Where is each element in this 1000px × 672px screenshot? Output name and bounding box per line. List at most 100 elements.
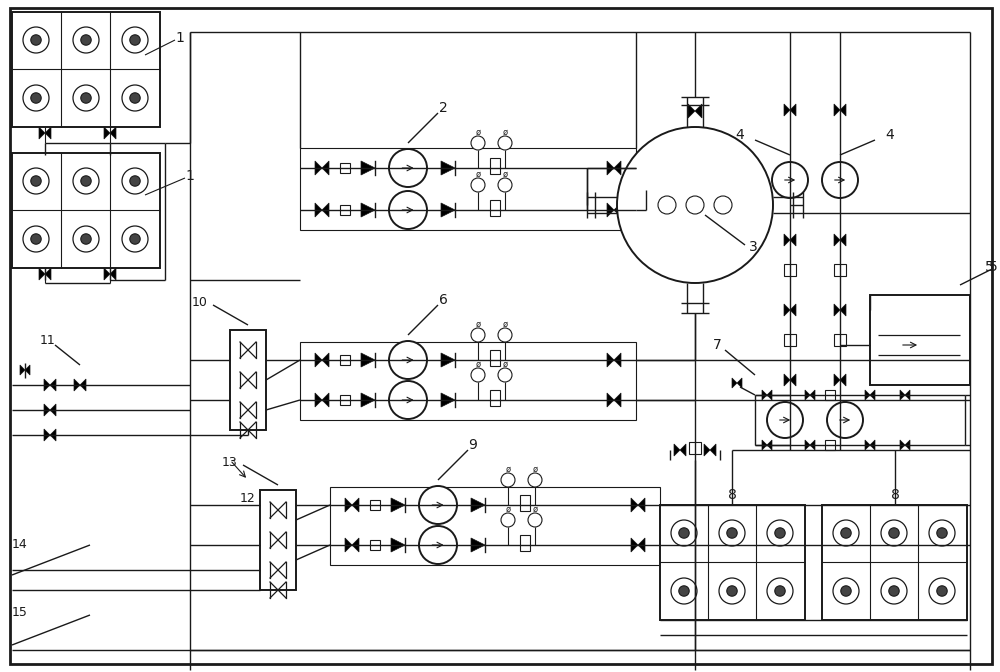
Text: ø: ø: [532, 505, 538, 513]
Bar: [834, 264, 846, 276]
Text: ø: ø: [532, 464, 538, 474]
Circle shape: [23, 27, 49, 53]
Polygon shape: [638, 538, 645, 552]
Bar: [340, 205, 350, 215]
Circle shape: [81, 35, 91, 45]
Circle shape: [929, 520, 955, 546]
Text: 8: 8: [891, 488, 899, 502]
Circle shape: [122, 168, 148, 194]
Polygon shape: [865, 390, 870, 400]
Polygon shape: [762, 440, 767, 450]
Circle shape: [498, 368, 512, 382]
Text: 15: 15: [12, 605, 28, 618]
Circle shape: [498, 178, 512, 192]
Circle shape: [130, 234, 140, 244]
Circle shape: [881, 578, 907, 604]
Polygon shape: [767, 440, 772, 450]
Circle shape: [498, 136, 512, 150]
Polygon shape: [607, 203, 614, 217]
Polygon shape: [110, 268, 116, 280]
Circle shape: [471, 178, 485, 192]
Polygon shape: [870, 440, 875, 450]
Polygon shape: [315, 353, 322, 367]
Circle shape: [889, 528, 899, 538]
Circle shape: [31, 234, 41, 244]
Bar: [260, 490, 296, 590]
Circle shape: [937, 528, 947, 538]
Text: 1: 1: [186, 169, 194, 183]
Circle shape: [841, 586, 851, 596]
Text: ø: ø: [502, 169, 508, 179]
Circle shape: [679, 586, 689, 596]
Polygon shape: [25, 365, 30, 375]
Circle shape: [617, 127, 773, 283]
Bar: [784, 264, 796, 276]
Polygon shape: [805, 440, 810, 450]
Bar: [822, 505, 967, 620]
Polygon shape: [695, 104, 702, 118]
Polygon shape: [104, 268, 110, 280]
Text: ø: ø: [475, 360, 481, 368]
Bar: [834, 334, 846, 346]
Polygon shape: [900, 440, 905, 450]
Polygon shape: [767, 390, 772, 400]
Polygon shape: [737, 378, 742, 388]
Circle shape: [122, 27, 148, 53]
Circle shape: [686, 196, 704, 214]
Polygon shape: [361, 203, 375, 217]
Circle shape: [122, 226, 148, 252]
Circle shape: [389, 191, 427, 229]
Circle shape: [727, 528, 737, 538]
Polygon shape: [471, 498, 485, 512]
Polygon shape: [607, 161, 614, 175]
Circle shape: [833, 520, 859, 546]
Bar: [340, 355, 350, 365]
Bar: [300, 148, 636, 230]
Circle shape: [767, 402, 803, 438]
Polygon shape: [44, 379, 50, 391]
Bar: [520, 495, 530, 511]
Polygon shape: [732, 378, 737, 388]
Polygon shape: [45, 127, 51, 139]
Polygon shape: [790, 234, 796, 246]
Polygon shape: [810, 390, 815, 400]
Polygon shape: [614, 393, 621, 407]
Circle shape: [833, 578, 859, 604]
Bar: [870, 295, 970, 385]
Text: 11: 11: [40, 333, 56, 347]
Polygon shape: [110, 127, 116, 139]
Circle shape: [23, 168, 49, 194]
Polygon shape: [688, 104, 695, 118]
Circle shape: [498, 328, 512, 342]
Circle shape: [81, 93, 91, 103]
Bar: [490, 158, 500, 174]
Bar: [12, 12, 160, 127]
Polygon shape: [790, 104, 796, 116]
Polygon shape: [762, 390, 767, 400]
Polygon shape: [607, 353, 614, 367]
Circle shape: [130, 35, 140, 45]
Text: ø: ø: [475, 169, 481, 179]
Text: 2: 2: [439, 101, 447, 115]
Bar: [340, 163, 350, 173]
Bar: [12, 153, 160, 268]
Circle shape: [31, 35, 41, 45]
Circle shape: [81, 234, 91, 244]
Bar: [689, 442, 701, 454]
Circle shape: [419, 526, 457, 564]
Text: 3: 3: [749, 240, 757, 254]
Polygon shape: [44, 404, 50, 416]
Circle shape: [767, 520, 793, 546]
Polygon shape: [840, 304, 846, 316]
Bar: [520, 535, 530, 551]
Polygon shape: [790, 374, 796, 386]
Text: 9: 9: [469, 438, 477, 452]
Circle shape: [31, 176, 41, 186]
Circle shape: [471, 328, 485, 342]
Text: ø: ø: [505, 505, 511, 513]
Circle shape: [772, 162, 808, 198]
Circle shape: [881, 520, 907, 546]
Bar: [784, 334, 796, 346]
Polygon shape: [361, 161, 375, 175]
Polygon shape: [391, 538, 405, 552]
